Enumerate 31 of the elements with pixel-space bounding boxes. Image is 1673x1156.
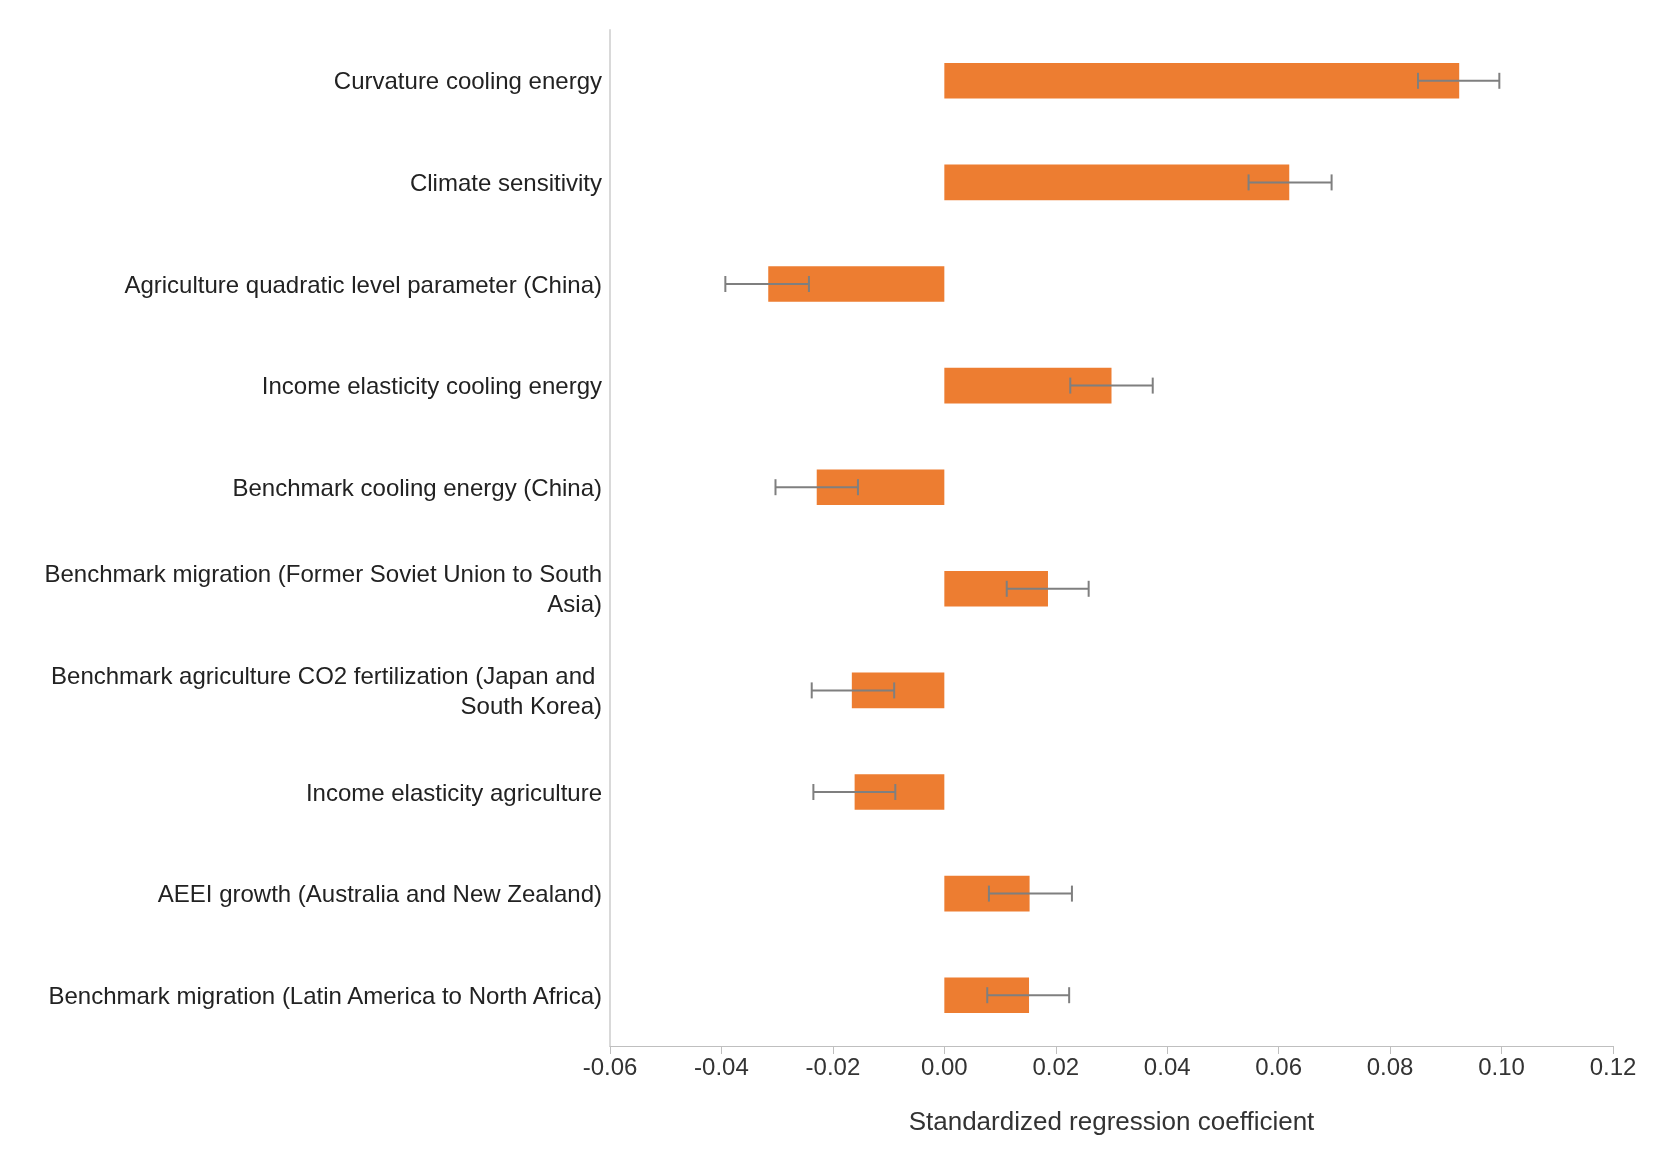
y-tick-label: Benchmark migration (Former Soviet Union to South Asia) <box>44 560 602 618</box>
x-tick-label: 0.00 <box>920 1052 968 1080</box>
bar <box>944 977 1030 1013</box>
bar <box>944 367 1112 404</box>
y-tick-label: Climate sensitivity <box>409 168 602 196</box>
bar <box>944 63 1460 99</box>
bar <box>816 469 945 505</box>
x-tick-label: 0.10 <box>1478 1052 1525 1080</box>
y-tick-label: Agriculture quadratic level parameter (China) <box>124 270 602 298</box>
y-tick-label: Benchmark cooling energy (China) <box>232 473 602 501</box>
x-tick-label: 0.06 <box>1255 1052 1303 1080</box>
x-tick-label: 0.08 <box>1366 1052 1414 1080</box>
bar <box>944 875 1030 912</box>
y-tick-label: Income elasticity agriculture <box>305 778 602 806</box>
y-tick-label: Benchmark migration (Latin America to North Africa) <box>48 981 602 1009</box>
x-tick-label: 0.02 <box>1032 1052 1080 1080</box>
y-tick-label: Income elasticity cooling energy <box>261 372 602 400</box>
bar <box>944 164 1290 201</box>
y-tick-label: Benchmark agriculture CO2 fertilization (Japan and South Korea) <box>51 661 602 719</box>
x-tick-label: 0.04 <box>1143 1052 1191 1080</box>
bar <box>768 266 945 302</box>
x-tick-label: 0.12 <box>1589 1052 1637 1080</box>
y-tick-label: Curvature cooling energy <box>333 67 602 95</box>
x-tick-label: -0.02 <box>805 1052 861 1080</box>
x-tick-label: -0.04 <box>694 1052 749 1080</box>
bar <box>851 672 945 709</box>
x-tick-label: -0.06 <box>582 1052 638 1080</box>
bar <box>944 571 1048 607</box>
x-axis-title: Standardized regression coefficient <box>908 1106 1316 1136</box>
bar <box>854 774 945 810</box>
y-tick-label: AEEI growth (Australia and New Zealand) <box>157 880 602 908</box>
